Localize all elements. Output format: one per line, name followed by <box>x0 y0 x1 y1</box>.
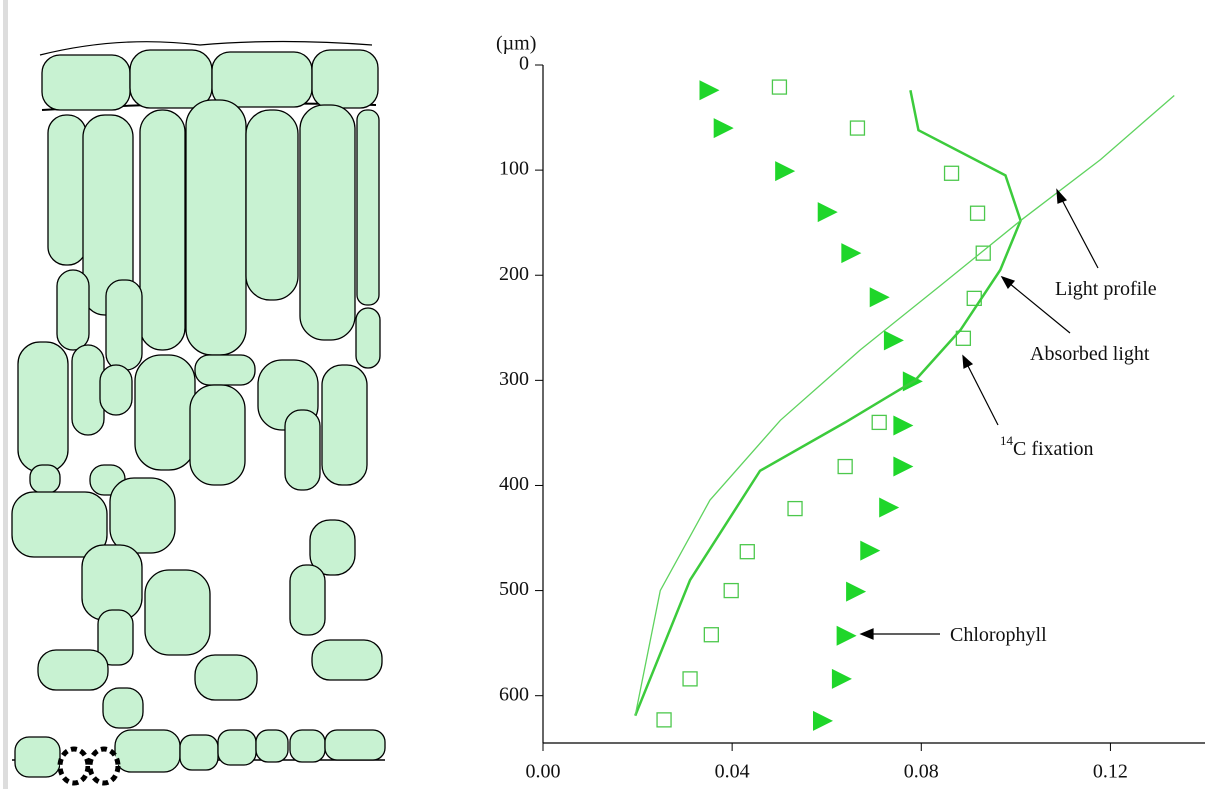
square-marker <box>724 584 738 598</box>
square-marker <box>788 502 802 516</box>
square-marker <box>683 672 697 686</box>
annotation-text: Absorbed light <box>1030 343 1150 365</box>
y-tick-label: 500 <box>499 578 529 600</box>
triangle-marker <box>893 416 913 436</box>
triangle-marker <box>841 243 861 263</box>
triangle-marker <box>893 457 913 477</box>
x-tick-label: 0.00 <box>526 761 561 783</box>
y-tick-label: 100 <box>499 158 529 180</box>
figure: (µm) 0 100 200 300 400 500 600 0.00 0.04 0.08 0.12… <box>0 0 1214 789</box>
triangle-marker <box>714 118 734 138</box>
square-marker <box>772 80 786 94</box>
x-tick-label: 0.04 <box>715 761 750 783</box>
square-marker <box>740 545 754 559</box>
x-tick-label: 0.12 <box>1093 761 1128 783</box>
square-marker <box>850 121 864 135</box>
annotation-text: Light profile <box>1055 278 1157 300</box>
triangle-marker <box>870 287 890 307</box>
leaf-cross-section <box>12 42 385 784</box>
triangle-marker <box>832 669 852 689</box>
series-annotation: 14C fixation <box>1000 433 1094 460</box>
square-marker <box>838 460 852 474</box>
square-marker <box>704 628 718 642</box>
annotation-arrows <box>861 190 1098 639</box>
y-tick-label: 300 <box>499 368 529 390</box>
data-line <box>635 90 1020 715</box>
triangle-marker <box>813 711 833 731</box>
y-tick-label: 200 <box>499 263 529 285</box>
annotation-text: Chlorophyll <box>950 624 1047 646</box>
triangle-marker <box>860 541 880 561</box>
square-marker <box>971 206 985 220</box>
data-line <box>635 95 1174 715</box>
series-annotation: Light profile <box>1055 278 1157 300</box>
triangle-marker <box>700 80 720 100</box>
triangle-marker <box>884 330 904 350</box>
left-border <box>3 0 8 789</box>
y-axis-label: (µm) <box>496 33 536 55</box>
y-tick-label: 0 <box>519 53 529 75</box>
x-tick-label: 0.08 <box>904 761 939 783</box>
chart: (µm) 0 100 200 300 400 500 600 0.00 0.04 0.08 0.12… <box>496 33 1205 783</box>
square-marker <box>976 246 990 260</box>
series-annotation: Chlorophyll <box>950 624 1047 646</box>
annotation-text: C fixation <box>1013 438 1094 460</box>
annotation-superscript: 14 <box>1000 433 1014 448</box>
square-marker <box>872 415 886 429</box>
series-annotation: Absorbed light <box>1030 343 1150 365</box>
triangle-marker <box>775 161 795 181</box>
square-marker <box>945 166 959 180</box>
square-marker <box>657 713 671 727</box>
triangle-marker <box>818 202 838 222</box>
triangle-marker <box>837 626 857 646</box>
y-tick-label: 400 <box>499 473 529 495</box>
triangle-marker <box>879 498 899 518</box>
triangle-marker <box>846 582 866 602</box>
y-tick-label: 600 <box>499 683 529 705</box>
